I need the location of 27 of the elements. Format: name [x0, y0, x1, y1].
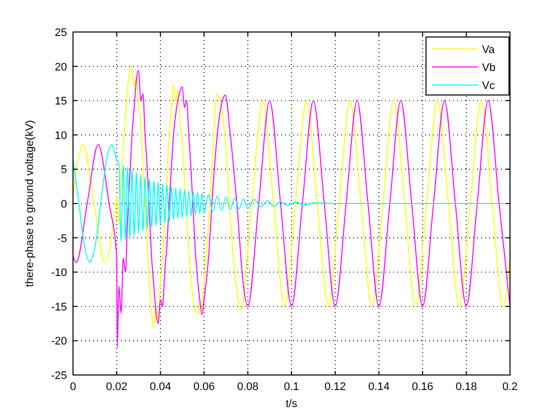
x-tick-label: 0.06 — [193, 381, 215, 393]
y-tick-label: 10 — [54, 130, 67, 142]
y-tick-label: 15 — [54, 96, 67, 108]
x-tick-label: 0.14 — [368, 381, 390, 393]
x-axis-title: t/s — [286, 398, 298, 410]
x-tick-label: 0 — [70, 381, 76, 393]
x-tick-label: 0.1 — [284, 381, 300, 393]
y-tick-label: 0 — [60, 198, 67, 210]
y-tick-label: 20 — [54, 61, 67, 74]
y-tick-label: -20 — [51, 336, 67, 348]
y-tick-label: -5 — [57, 232, 67, 245]
x-tick-label: 0.12 — [324, 381, 346, 393]
y-tick-label: 25 — [54, 27, 67, 39]
x-tick-label: 0.02 — [106, 381, 128, 393]
y-tick-label: 5 — [60, 164, 67, 176]
x-tick-label: 0.08 — [237, 381, 259, 393]
legend-label: Vc — [482, 80, 496, 92]
x-tick-label: 0.16 — [412, 381, 434, 393]
x-tick-label: 0.04 — [150, 381, 172, 393]
legend-label: Va — [482, 44, 496, 56]
y-axis-title: there-phase to ground voltage(kV) — [24, 120, 36, 287]
legend-label: Vb — [482, 62, 496, 74]
y-tick-label: -25 — [51, 370, 67, 382]
x-tick-label: 0.18 — [456, 381, 478, 393]
x-tick-label: 0.2 — [502, 381, 518, 393]
y-tick-label: -10 — [51, 267, 67, 280]
y-tick-label: -15 — [51, 301, 67, 314]
